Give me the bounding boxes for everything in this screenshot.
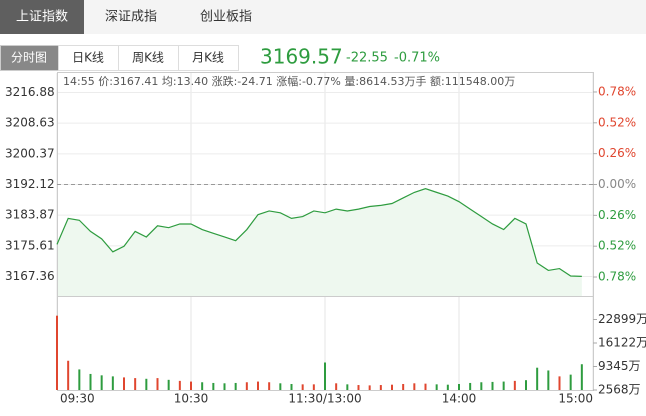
volume-bar [580,364,583,390]
volume-bar [201,382,204,390]
volume-bar [458,383,460,390]
subtab[interactable]: 分时图 [11,51,47,65]
y-tick-label: 9345万 [598,359,641,373]
volume-bar [368,385,371,390]
y-tick-label: 16122万 [598,336,646,350]
volume-bar [301,384,304,390]
volume-bar [357,385,360,390]
tab[interactable]: 上证指数 [16,10,68,25]
x-tick-label: 10:30 [174,392,209,406]
volume-bar [100,375,103,390]
volume-bar [312,384,315,390]
quote-price: 3169.57 [260,45,343,69]
volume-bar [145,378,148,390]
subtab-bg [58,45,119,71]
subtab-bg [118,45,179,71]
volume-bar [525,380,527,390]
y2-tick-label: 0.26% [598,146,636,160]
volume-bar [413,383,416,390]
volume-bar [223,383,226,390]
volume-bar [167,379,170,390]
volume-bar [346,384,349,390]
volume-bar [290,383,293,390]
y2-tick-label: 0.26% [598,208,636,222]
subtab-bg [178,45,239,71]
y-tick-label: 3175.61 [5,238,55,252]
volume-bar [424,383,427,390]
y-tick-label: 3183.87 [5,208,55,222]
volume-bar [111,376,114,390]
y-tick-label: 2568万 [598,383,641,397]
y2-tick-label: 0.52% [598,115,636,129]
y-tick-label: 3167.36 [5,269,55,283]
quote-change-pct: -0.71% [394,51,440,66]
y-tick-label: 3200.37 [5,146,55,160]
volume-bar [480,382,483,390]
subtab[interactable]: 周K线 [132,51,164,65]
chart-frame [57,72,594,391]
volume-bar [502,381,505,390]
y-tick-label: 22899万 [598,312,646,326]
volume-bar [123,377,125,390]
y2-tick-label: 0.78% [598,84,636,98]
volume-bar [391,384,393,390]
info-line: 14:55 价:3167.41 均:13.40 涨跌:-24.71 涨幅:-0.… [63,74,515,88]
volume-bar [234,382,237,390]
tab-active-bg [0,0,84,34]
y2-tick-label: 0.52% [598,239,636,253]
volume-bar [67,360,70,390]
y-tick-label: 3192.12 [5,177,55,191]
subtab-active-bg [0,45,59,71]
volume-bar [268,382,271,390]
y-tick-label: 3208.63 [5,116,55,130]
tab[interactable]: 深证成指 [105,10,157,25]
y2-tick-label: 0.78% [598,270,636,284]
x-tick-label: 15:00 [558,392,593,406]
volume-bar [257,381,259,390]
subtab[interactable]: 日K线 [72,51,104,65]
volume-bar [491,381,494,390]
volume-bar [178,380,181,390]
volume-bar [190,381,192,390]
price-line [56,188,582,277]
volume-bar [324,362,326,390]
volume-bar [536,367,539,390]
volume-bar [379,385,382,390]
x-tick-label: 14:00 [442,392,477,406]
volume-bar [469,382,472,390]
tab[interactable]: 创业板指 [200,10,252,25]
volume-bar [569,374,572,390]
volume-bar [134,378,137,390]
volume-bar [547,370,550,390]
volume-bar [513,380,516,390]
x-tick-label: 11:30/13:00 [288,392,361,406]
volume-bar [78,369,81,390]
tab-bar [0,0,646,34]
x-tick-label: 09:30 [60,392,95,406]
volume-bar [212,382,215,390]
y2-tick-label: 0.00% [598,177,636,191]
volume-bar [89,373,92,390]
subtab[interactable]: 月K线 [192,51,224,65]
volume-bar [446,384,449,390]
quote-change: -22.55 [346,51,388,66]
volume-bar [435,384,438,390]
volume-bar [156,378,159,390]
y-tick-label: 3216.88 [5,85,55,99]
volume-bar [245,382,248,390]
volume-bar [56,315,58,390]
price-area [57,188,582,296]
volume-bar [335,383,338,390]
volume-bar [402,383,405,390]
volume-bar [279,383,282,390]
volume-bar [558,376,561,390]
